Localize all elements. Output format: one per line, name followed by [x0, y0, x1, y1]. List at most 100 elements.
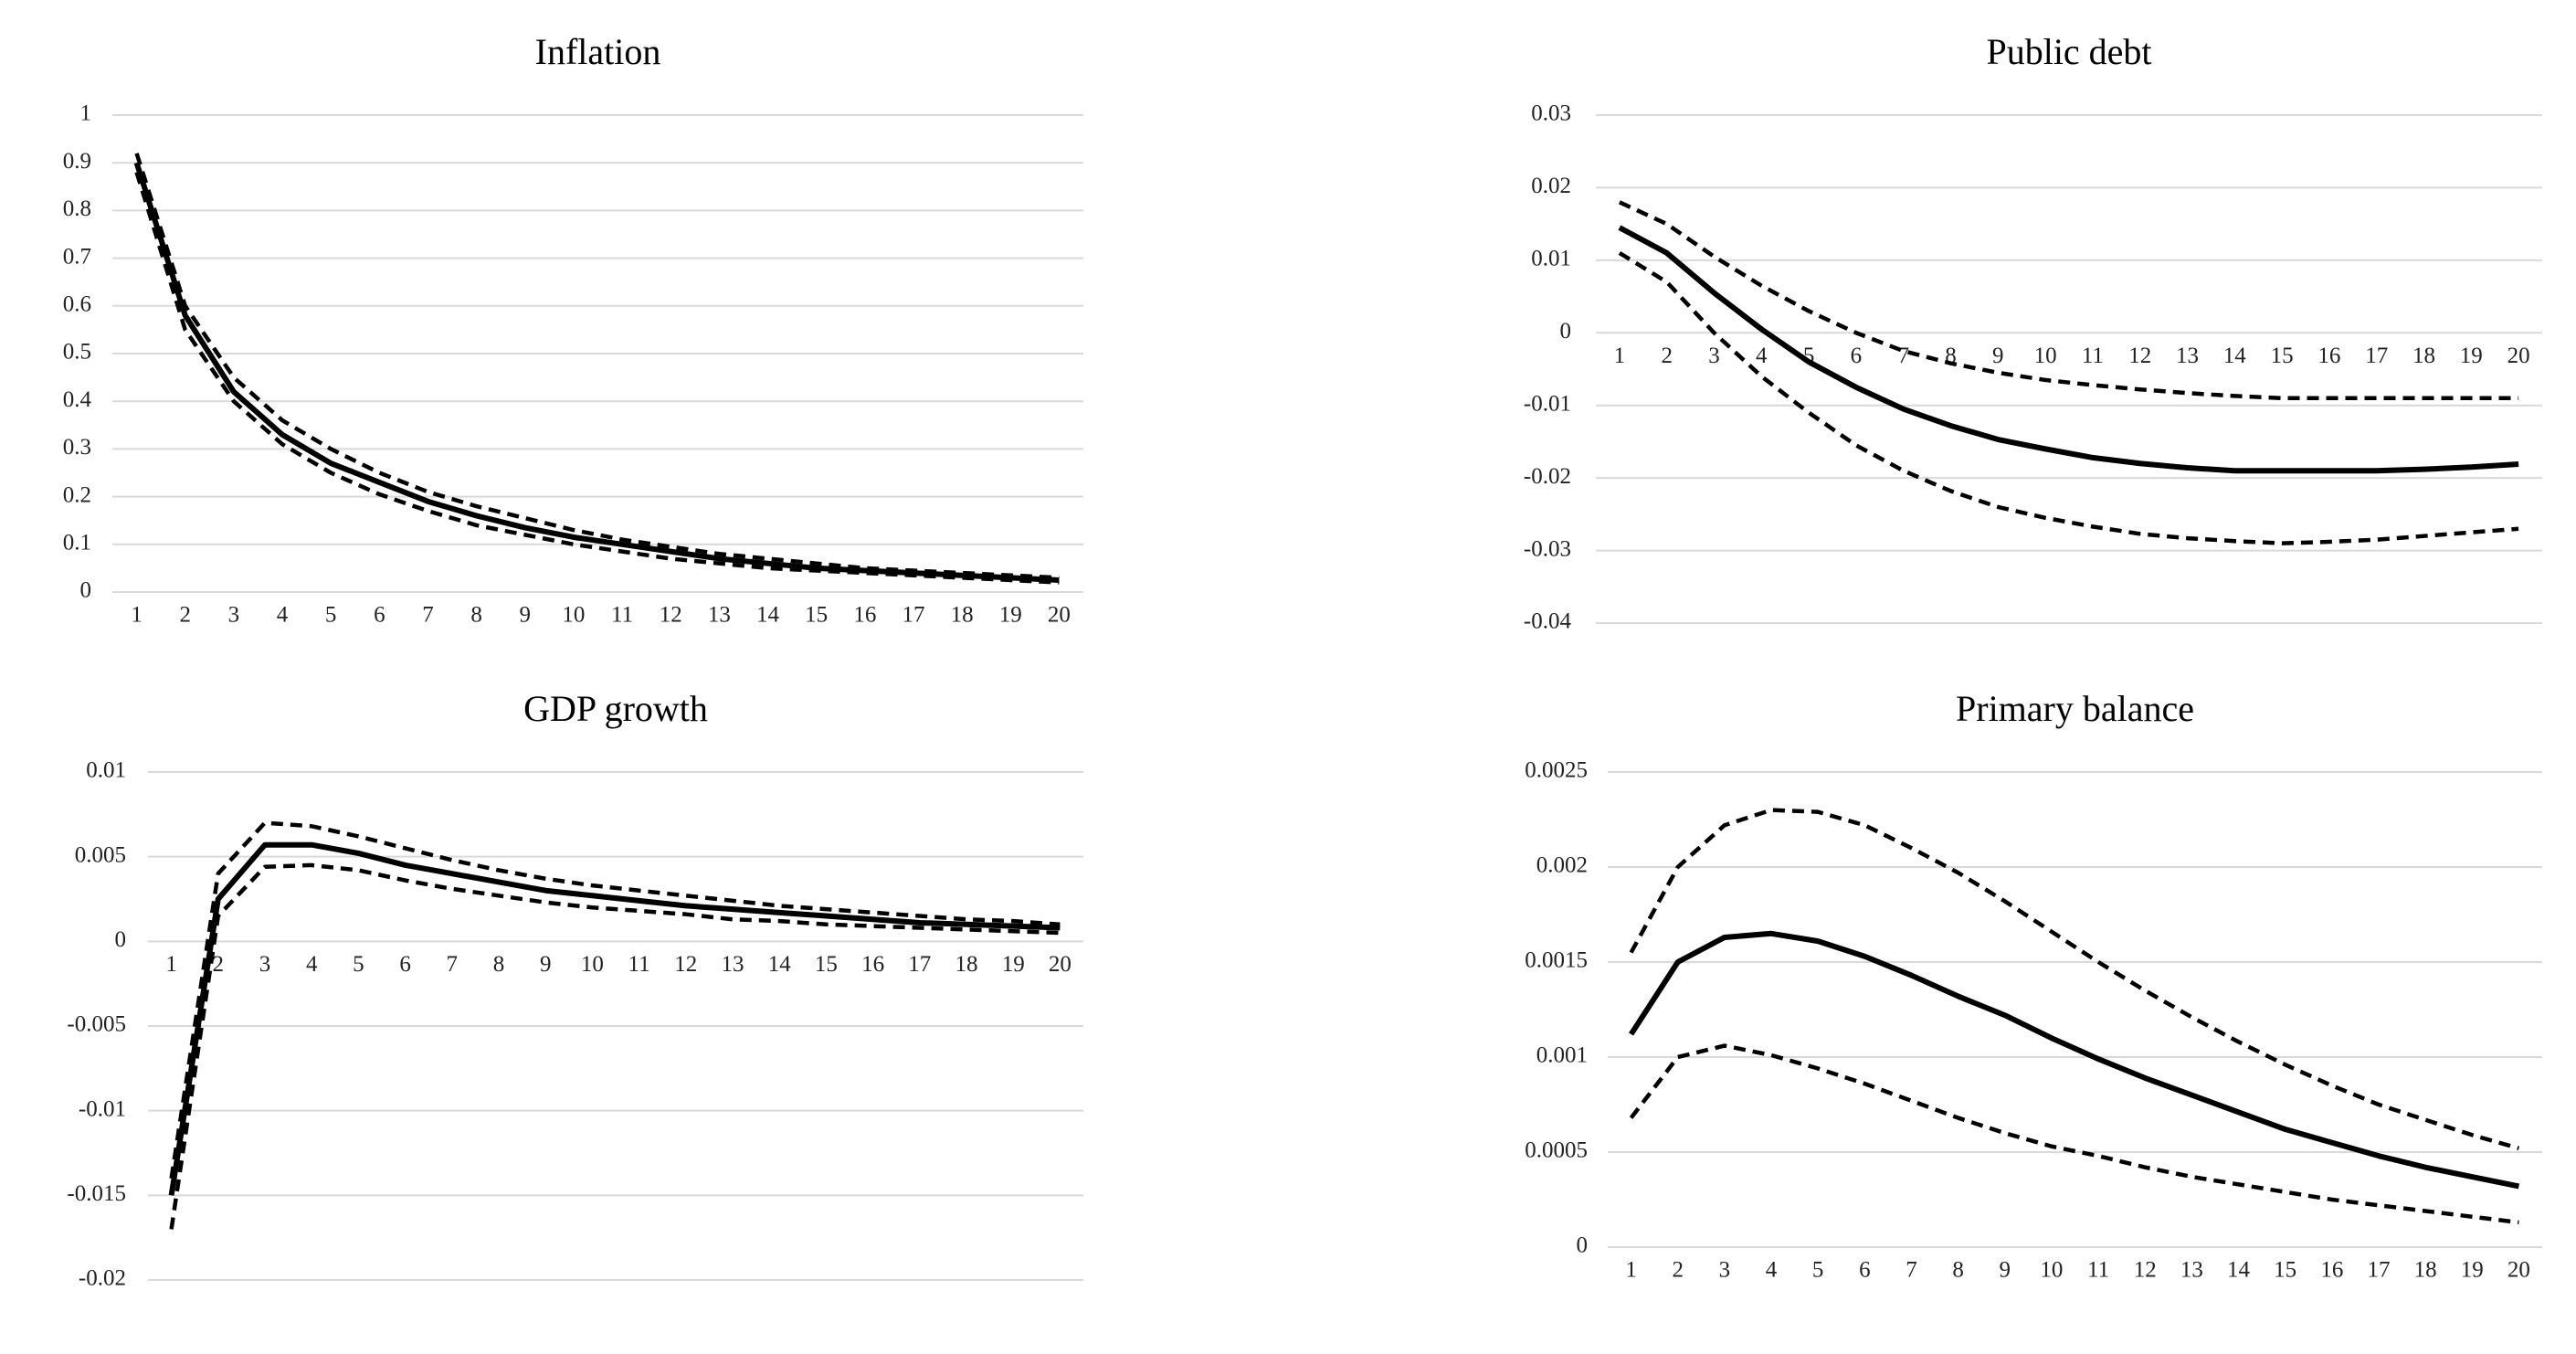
y-tick-label: 0.002 [1536, 853, 1588, 878]
x-tick-label: 3 [259, 952, 271, 977]
response-line [1629, 930, 2520, 1190]
response-line [133, 162, 1060, 583]
x-tick-label: 2 [179, 603, 191, 628]
x-tick-label: 18 [2412, 344, 2435, 368]
x-tick-label: 2 [213, 952, 225, 977]
y-tick-label: 0.9 [63, 149, 91, 174]
x-tick-label: 17 [902, 603, 924, 628]
y-tick-label: 0 [1560, 319, 1572, 344]
x-tick-label: 18 [955, 952, 978, 977]
x-tick-label: 6 [374, 603, 385, 628]
x-tick-label: 11 [2087, 1258, 2109, 1283]
x-tick-label: 4 [277, 603, 289, 628]
x-tick-label: 6 [399, 952, 411, 977]
y-tick-label: 0.01 [86, 758, 126, 783]
x-tick-label: 12 [674, 952, 697, 977]
y-tick-label: 0.005 [75, 842, 126, 867]
x-tick-label: 5 [1812, 1258, 1824, 1283]
x-tick-label: 16 [2317, 344, 2340, 368]
x-tick-label: 9 [2000, 1258, 2011, 1283]
x-tick-label: 17 [2365, 344, 2388, 368]
bound-line [169, 862, 1061, 1230]
x-tick-label: 20 [1048, 603, 1071, 628]
x-tick-label: 20 [2507, 344, 2530, 368]
x-tick-label: 18 [951, 603, 974, 628]
x-tick-label: 16 [861, 952, 884, 977]
x-tick-label: 16 [853, 603, 876, 628]
x-tick-label: 7 [422, 603, 434, 628]
y-tick-label: 0.6 [63, 292, 91, 317]
x-tick-label: 12 [2134, 1258, 2157, 1283]
x-tick-label: 4 [1766, 1258, 1778, 1283]
y-tick-label: 0.01 [1531, 247, 1571, 271]
x-tick-label: 9 [540, 952, 552, 977]
panel: GDP growth -0.02 -0.015 -0.01 -0.005 0 0.005 0.… [67, 688, 1083, 1291]
x-tick-label: 20 [2507, 1258, 2530, 1283]
x-tick-label: 17 [2367, 1258, 2390, 1283]
x-tick-label: 3 [228, 603, 240, 628]
x-tick-label: 2 [1661, 344, 1673, 368]
x-tick-label: 14 [756, 603, 780, 628]
y-tick-label: 0 [115, 927, 127, 952]
x-tick-label: 8 [470, 603, 482, 628]
bound-line [1618, 250, 2519, 545]
y-tick-label: -0.02 [1524, 464, 1571, 489]
x-tick-label: 10 [2040, 1258, 2063, 1283]
x-tick-label: 8 [493, 952, 505, 977]
bound-line [169, 820, 1061, 1179]
x-tick-label: 9 [520, 603, 532, 628]
y-tick-label: 0.03 [1531, 101, 1571, 126]
x-tick-label: 14 [2223, 344, 2247, 368]
x-tick-label: 5 [325, 603, 337, 628]
bound-line [1618, 200, 2519, 401]
response-line [168, 841, 1061, 1196]
x-tick-label: 15 [2271, 344, 2294, 368]
y-tick-label: 0 [1577, 1233, 1589, 1258]
x-tick-label: 13 [708, 603, 731, 628]
x-tick-label: 3 [1708, 344, 1720, 368]
x-tick-label: 13 [722, 952, 744, 977]
x-tick-label: 18 [2414, 1258, 2437, 1283]
y-tick-label: -0.02 [79, 1266, 126, 1291]
x-tick-label: 15 [815, 952, 838, 977]
x-tick-label: 16 [2320, 1258, 2343, 1283]
y-tick-label: 0.4 [63, 387, 92, 412]
y-tick-label: 0.3 [63, 435, 91, 460]
x-tick-label: 1 [131, 603, 143, 628]
panel: Public debt -0.04 -0.03 -0.02 -0.01 0 0.01 0.02… [1524, 31, 2542, 634]
x-tick-label: 14 [768, 952, 792, 977]
y-tick-label: 0.7 [63, 244, 91, 269]
y-tick-label: 0.1 [63, 531, 91, 555]
x-tick-label: 19 [2461, 1258, 2484, 1283]
x-tick-label: 20 [1049, 952, 1072, 977]
y-tick-label: -0.01 [79, 1096, 126, 1121]
x-tick-label: 1 [1625, 1258, 1637, 1283]
x-tick-label: 10 [562, 603, 585, 628]
bound-line [1629, 1043, 2519, 1225]
y-tick-label: 0.0025 [1525, 758, 1588, 783]
x-tick-label: 11 [628, 952, 650, 977]
x-tick-label: 6 [1859, 1258, 1871, 1283]
panel: Primary balance 0 0.0005 0.001 0.0015 0.002 0.… [1525, 688, 2542, 1283]
x-tick-label: 15 [805, 603, 828, 628]
y-tick-label: 0 [80, 578, 92, 603]
x-tick-label: 14 [2227, 1258, 2251, 1283]
x-tick-label: 2 [1672, 1258, 1684, 1283]
y-tick-label: 0.2 [63, 482, 91, 507]
x-tick-label: 19 [1002, 952, 1025, 977]
x-tick-label: 10 [581, 952, 604, 977]
x-tick-label: 11 [2082, 344, 2104, 368]
response-line [1618, 225, 2519, 474]
y-tick-label: 0.02 [1531, 174, 1571, 198]
x-tick-label: 19 [2460, 344, 2483, 368]
x-tick-label: 19 [999, 603, 1022, 628]
y-tick-label: -0.01 [1524, 391, 1571, 416]
x-tick-label: 1 [1614, 344, 1626, 368]
y-tick-label: -0.005 [67, 1012, 126, 1037]
x-tick-label: 12 [2128, 344, 2151, 368]
y-tick-label: -0.03 [1524, 536, 1571, 561]
x-tick-label: 3 [1719, 1258, 1731, 1283]
y-tick-label: 0.5 [63, 340, 91, 365]
y-tick-label: 1 [80, 101, 92, 126]
